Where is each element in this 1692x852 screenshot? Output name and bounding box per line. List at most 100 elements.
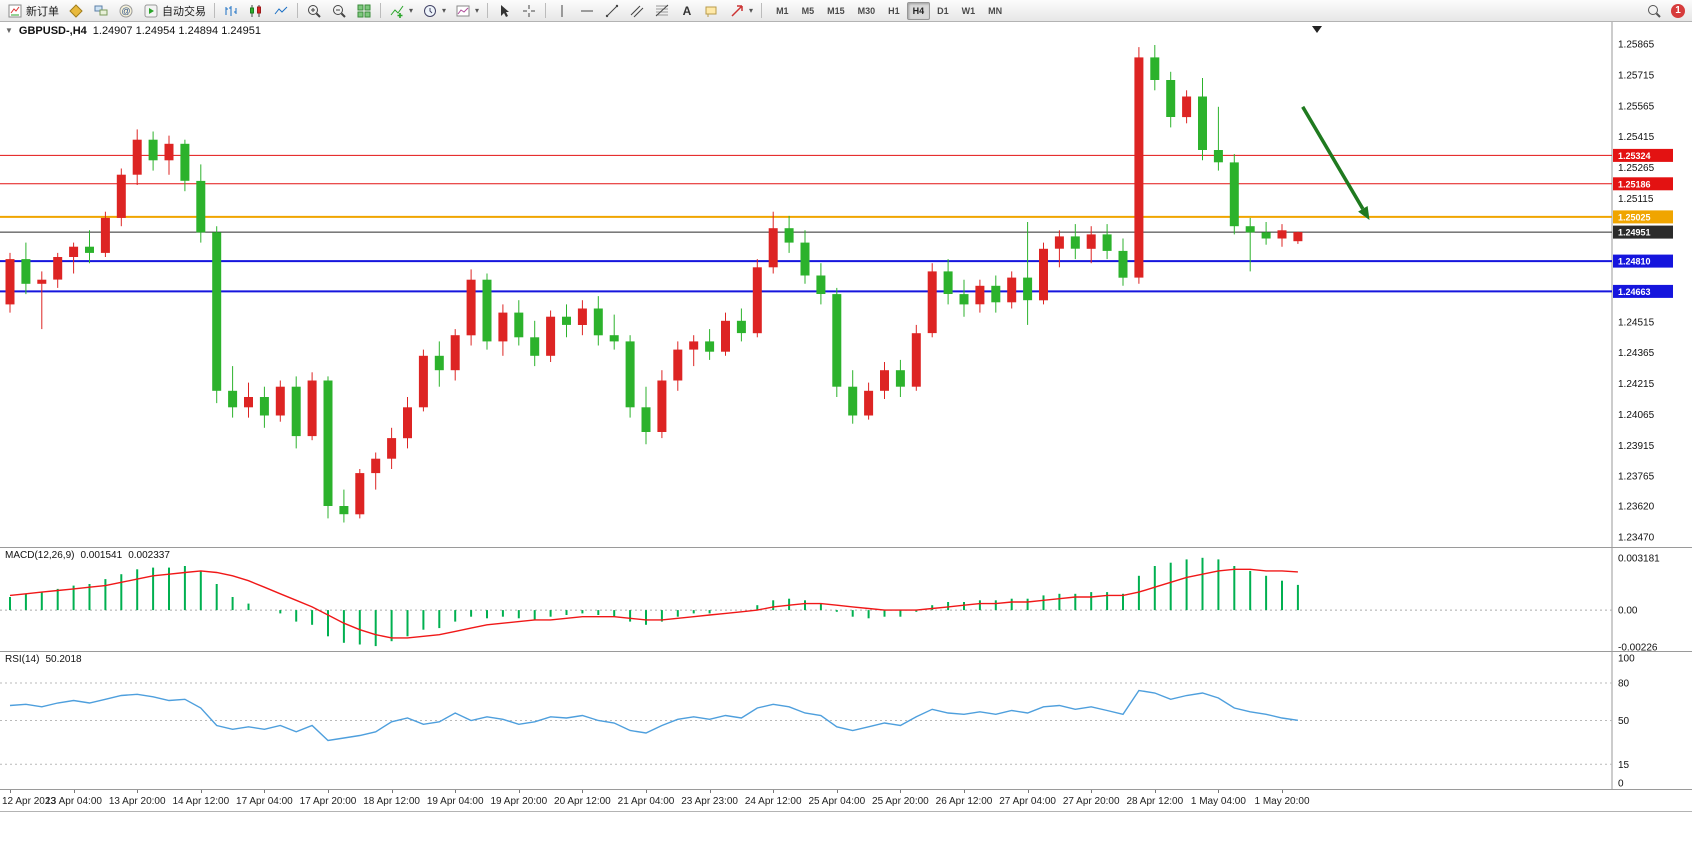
timeframe-M5[interactable]: M5 — [796, 2, 821, 20]
time-axis-label: 19 Apr 04:00 — [426, 796, 484, 807]
templates-button[interactable]: ▾ — [451, 1, 483, 21]
time-axis-label: 13 Apr 04:00 — [45, 796, 102, 807]
svg-text:1.24810: 1.24810 — [1618, 257, 1651, 267]
candles — [5, 45, 1303, 523]
search-icon — [1648, 4, 1661, 18]
vertical-line-icon — [561, 4, 563, 17]
new-order-button[interactable]: 新订单 — [3, 1, 63, 21]
svg-text:1.23620: 1.23620 — [1618, 502, 1655, 513]
text-label-button[interactable] — [700, 1, 724, 21]
rsi-canvas[interactable]: 100 80 50 15 0 — [0, 652, 1692, 789]
time-axis-label: 19 Apr 20:00 — [490, 796, 548, 807]
text-button[interactable]: A — [675, 1, 699, 21]
timeframe-M30[interactable]: M30 — [852, 2, 882, 20]
fibonacci-button[interactable] — [650, 1, 674, 21]
macd-panel: 0.003181 0.00 -0.00226 MACD(12,26,9) 0.001… — [0, 548, 1692, 652]
annotation-arrow[interactable] — [1301, 105, 1370, 220]
svg-text:@: @ — [121, 6, 130, 16]
price-chart-canvas[interactable]: 1.25865 1.25715 1.25565 1.25415 1.25265 1.251… — [0, 22, 1692, 547]
macd-name: MACD(12,26,9) — [5, 550, 75, 561]
candlestick-chart-button[interactable] — [244, 1, 268, 21]
time-axis-label: 17 Apr 04:00 — [236, 796, 293, 807]
periods-button[interactable]: ▾ — [418, 1, 450, 21]
rsi-panel: 100 80 50 15 0 RSI(14) 50.2018 — [0, 652, 1692, 790]
horizontal-line-icon — [581, 10, 594, 11]
svg-text:100: 100 — [1618, 654, 1635, 665]
arrows-icon — [731, 4, 743, 17]
toolbar-separator — [761, 3, 763, 18]
time-axis-label: 18 Apr 12:00 — [363, 796, 420, 807]
new-order-icon — [8, 4, 22, 17]
toolbar: 新订单 @ 自动交易 ▾ ▾ ▾ — [0, 0, 1692, 22]
crosshair-button[interactable] — [517, 1, 541, 21]
autotrading-label: 自动交易 — [162, 5, 206, 18]
search-button[interactable] — [1642, 1, 1666, 21]
symbol-period-label: GBPUSD-,H4 — [18, 25, 87, 37]
svg-text:1.25415: 1.25415 — [1618, 132, 1655, 143]
chart-window: 1.25865 1.25715 1.25565 1.25415 1.25265 1.251… — [0, 22, 1692, 852]
tile-windows-button[interactable] — [352, 1, 376, 21]
time-axis-label: 23 Apr 23:00 — [681, 796, 738, 807]
time-axis-label: 27 Apr 20:00 — [1062, 796, 1120, 807]
navigator-button[interactable] — [64, 1, 88, 21]
rsi-label: RSI(14) 50.2018 — [5, 654, 82, 665]
timeframe-MN[interactable]: MN — [982, 2, 1008, 20]
macd-label: MACD(12,26,9) 0.001541 0.002337 — [5, 550, 170, 561]
svg-text:1.23470: 1.23470 — [1618, 532, 1655, 543]
timeframe-H4[interactable]: H4 — [906, 1, 931, 20]
timeframe-M15[interactable]: M15 — [821, 2, 851, 20]
time-axis-label: 13 Apr 20:00 — [108, 796, 166, 807]
timeframe-M1[interactable]: M1 — [770, 2, 795, 20]
svg-text:0: 0 — [1618, 779, 1624, 790]
time-axis[interactable]: 12 Apr 2023 13 Apr 04:00 13 Apr 20:00 14 Ap… — [0, 790, 1692, 812]
arrows-button[interactable]: ▾ — [725, 1, 757, 21]
chart-shift-marker[interactable] — [1312, 26, 1322, 33]
cursor-button[interactable] — [492, 1, 516, 21]
channel-button[interactable] — [625, 1, 649, 21]
svg-text:1.24215: 1.24215 — [1618, 379, 1655, 390]
svg-text:15: 15 — [1618, 760, 1630, 771]
bar-chart-button[interactable] — [219, 1, 243, 21]
zoom-out-button[interactable] — [327, 1, 351, 21]
indicators-button[interactable]: ▾ — [385, 1, 417, 21]
macd-main-value: 0.001541 — [80, 550, 123, 561]
macd-canvas[interactable]: 0.003181 0.00 -0.00226 — [0, 548, 1692, 651]
market-watch-button[interactable] — [89, 1, 113, 21]
metaeditor-button[interactable]: @ — [114, 1, 138, 21]
candlestick-chart-icon — [250, 4, 261, 17]
zoom-in-button[interactable] — [302, 1, 326, 21]
time-axis-label: 25 Apr 20:00 — [872, 796, 929, 807]
vertical-line-button[interactable] — [550, 1, 574, 21]
toolbar-separator — [380, 3, 381, 18]
line-chart-button[interactable] — [269, 1, 293, 21]
trendline-button[interactable] — [600, 1, 624, 21]
rsi-name: RSI(14) — [5, 654, 40, 665]
timeframe-H1[interactable]: H1 — [882, 2, 906, 20]
market-watch-icon — [94, 5, 108, 15]
channel-icon — [630, 5, 644, 17]
dropdown-caret: ▾ — [749, 6, 754, 15]
one-click-trading-toggle[interactable]: ▼ — [5, 26, 13, 35]
templates-icon — [456, 5, 470, 16]
horizontal-line-button[interactable] — [575, 1, 599, 21]
notification-badge[interactable]: 1 — [1671, 3, 1685, 18]
macd-signal-line — [9, 568, 1298, 639]
time-axis-label: 28 Apr 12:00 — [1126, 796, 1184, 807]
text-icon: A — [683, 4, 692, 18]
time-axis-label: 21 Apr 04:00 — [617, 796, 675, 807]
svg-text:1.24365: 1.24365 — [1618, 348, 1655, 359]
window-bottom-blank — [0, 812, 1692, 852]
time-axis-label: 12 Apr 2023 — [2, 796, 56, 807]
svg-text:0.00: 0.00 — [1618, 606, 1638, 617]
macd-signal-value: 0.002337 — [128, 550, 170, 561]
autotrading-button[interactable]: 自动交易 — [139, 1, 210, 21]
indicators-icon — [390, 5, 404, 18]
svg-text:1.23765: 1.23765 — [1618, 472, 1655, 483]
timeframe-D1[interactable]: D1 — [931, 2, 955, 20]
svg-text:1.24663: 1.24663 — [1618, 287, 1651, 297]
price-chart-panel: 1.25865 1.25715 1.25565 1.25415 1.25265 1.251… — [0, 22, 1692, 548]
cursor-icon — [501, 4, 510, 17]
toolbar-separator — [214, 3, 215, 18]
toolbar-separator — [545, 3, 547, 18]
timeframe-W1[interactable]: W1 — [956, 2, 982, 20]
